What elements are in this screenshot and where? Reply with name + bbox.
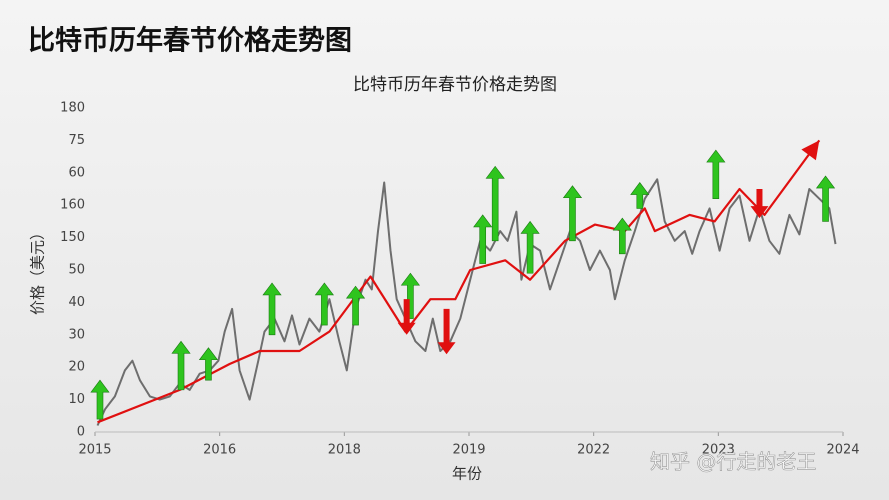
x-axis-label: 年份 [452, 465, 482, 483]
signal-arrow [171, 340, 191, 391]
signal-arrow [562, 185, 583, 242]
series-line [96, 178, 837, 426]
x-tick-label: 2023 [702, 443, 735, 458]
x-tick-label: 2024 [826, 443, 859, 458]
y-tick-label: 150 [60, 230, 85, 245]
signal-arrow [198, 347, 219, 381]
signal-arrow [815, 175, 836, 222]
signal-arrow [706, 149, 726, 200]
signal-arrow [400, 272, 421, 319]
x-tick-label: 2019 [452, 443, 485, 458]
y-tick-label: 75 [68, 133, 85, 148]
y-tick-label: 10 [68, 392, 85, 407]
y-tick-label: 160 [60, 198, 85, 213]
x-tick-label: 2018 [328, 443, 361, 458]
signal-arrow [397, 299, 416, 335]
y-tick-label: 60 [68, 165, 85, 180]
signal-arrow [520, 220, 540, 274]
signal-arrow [630, 182, 650, 209]
y-tick-label: 50 [68, 263, 85, 278]
signal-arrow [612, 217, 632, 255]
signal-arrow [750, 189, 769, 219]
signal-arrow [473, 214, 493, 264]
x-tick-label: 2015 [78, 443, 111, 458]
series-line [97, 139, 821, 424]
y-tick-label: 180 [60, 101, 85, 116]
signal-arrow [314, 282, 334, 326]
x-tick-label: 2022 [577, 443, 610, 458]
signal-arrow [345, 285, 366, 326]
signal-arrow [437, 308, 456, 355]
y-tick-label: 40 [68, 295, 85, 310]
signal-arrow [485, 165, 505, 242]
y-tick-label: 0 [77, 425, 85, 440]
y-axis-label: 价格（美元） [29, 225, 47, 315]
signal-arrow [262, 282, 282, 336]
chart-title: 比特币历年春节价格走势图 [353, 75, 557, 95]
trend-arrowhead [801, 140, 820, 161]
signal-arrow [90, 379, 110, 420]
y-tick-label: 20 [68, 360, 85, 375]
watermark: 知乎 @行走的老王 [650, 450, 816, 474]
x-tick-label: 2016 [203, 443, 236, 458]
y-tick-label: 30 [68, 327, 85, 342]
page-title: 比特币历年春节价格走势图 [28, 25, 352, 57]
